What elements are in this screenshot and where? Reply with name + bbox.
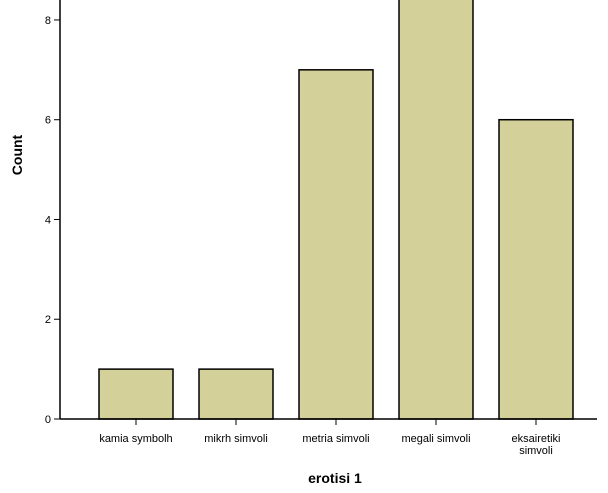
x-tick-label-2: mikrh simvoli <box>204 433 268 445</box>
y-axis-title: Count <box>9 134 25 175</box>
y-tick-label-6: 6 <box>45 115 51 127</box>
y-tick-label-0: 0 <box>45 414 51 426</box>
x-axis-title: erotisi 1 <box>308 470 362 486</box>
bar-5 <box>498 118 574 420</box>
x-axis: kamia symbolh mikrh simvoli metria simvoli… <box>60 418 597 457</box>
bar-1 <box>98 368 174 420</box>
x-tick-label-5: eksairetiki simvoli <box>512 433 561 457</box>
bar-3 <box>298 69 374 420</box>
y-tick-label-8: 8 <box>45 15 51 27</box>
x-tick-label-1: kamia symbolh <box>99 433 172 445</box>
y-axis: 0 2 4 6 8 <box>45 0 61 426</box>
y-tick-label-2: 2 <box>45 314 51 326</box>
bars-group <box>98 0 574 420</box>
bar-4 <box>398 0 474 420</box>
x-tick-label-4: megali simvoli <box>401 433 470 445</box>
y-tick-label-4: 4 <box>45 214 51 226</box>
bar-2 <box>198 368 274 420</box>
x-tick-label-3: metria simvoli <box>302 433 369 445</box>
